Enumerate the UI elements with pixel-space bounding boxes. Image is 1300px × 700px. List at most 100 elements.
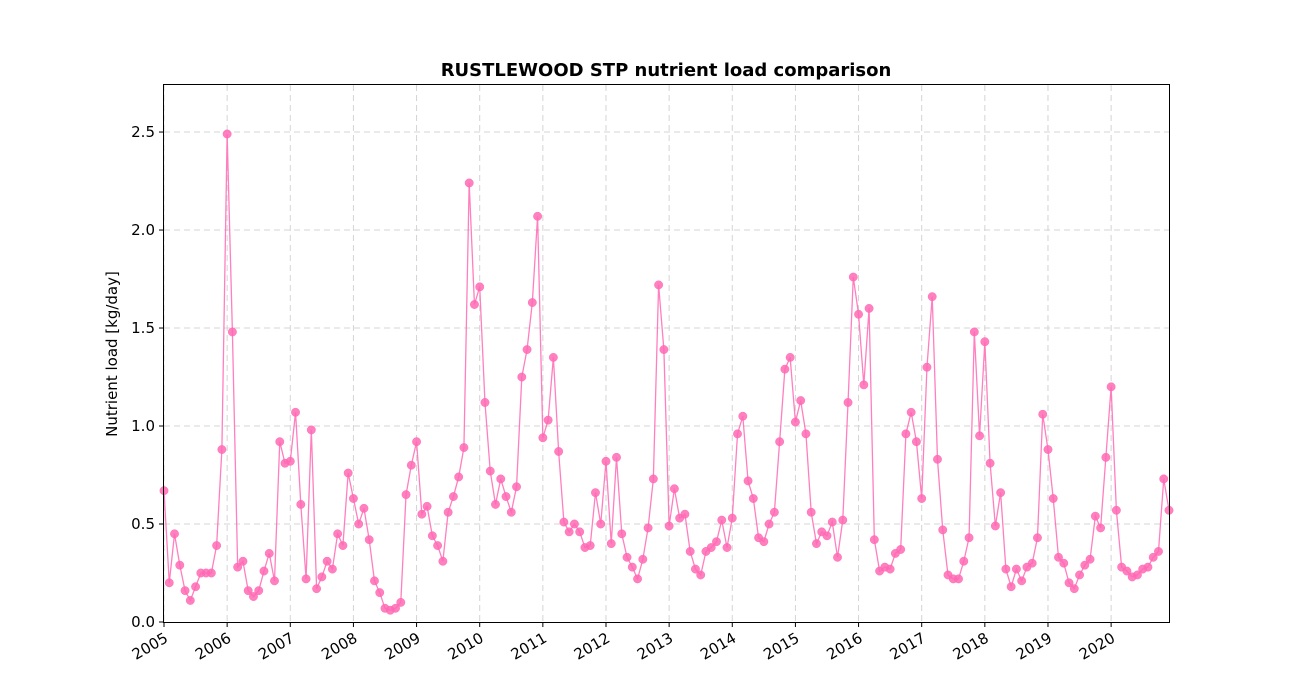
data-point [1001,564,1011,574]
data-point [906,407,916,417]
data-point [296,499,306,509]
data-point [1006,582,1016,592]
data-point [690,564,700,574]
data-point [812,539,821,549]
y-tick-label: 1.5 [131,319,155,337]
data-point [417,509,427,519]
x-tick-label: 2010 [445,629,487,664]
data-point [1075,570,1085,580]
data-point [643,523,653,533]
data-point [785,352,795,362]
data-point [364,535,374,545]
data-point [633,574,643,584]
data-point [696,570,706,580]
data-point [985,458,995,468]
data-point [212,541,222,551]
x-tick-label: 2009 [381,629,423,664]
data-point [996,488,1006,498]
chart-title: RUSTLEWOOD STP nutrient load comparison [441,60,892,81]
data-point [459,443,469,453]
data-point [185,595,195,605]
data-point [854,309,863,319]
data-point [606,539,616,549]
data-point [554,447,564,456]
data-point [1148,552,1158,562]
data-point [448,492,458,502]
data-point [727,513,737,523]
y-tick-label: 2.5 [131,123,155,141]
data-point [322,556,332,566]
data-point [285,456,295,466]
data-point [180,586,190,596]
series-layer [159,129,1174,615]
data-point [354,519,364,529]
data-point [301,574,311,584]
data-point [254,586,264,596]
data-point [491,499,500,509]
data-point [501,492,511,502]
data-point [327,564,337,574]
data-point [585,541,595,551]
x-tick-label: 2007 [255,629,297,664]
data-point [659,345,669,355]
x-tick-label: 2016 [823,629,865,664]
data-point [1132,570,1142,580]
data-point [843,398,853,407]
data-point [859,380,869,390]
data-point [1096,523,1106,533]
data-point [1101,452,1111,462]
x-tick-label: 2013 [634,629,676,664]
data-point [990,521,1000,531]
data-point [669,484,679,494]
data-point [206,568,216,578]
data-point [685,547,695,556]
data-point [1054,552,1063,562]
data-point [427,531,437,541]
data-point [575,527,585,537]
data-point [496,474,506,484]
data-point [396,597,406,607]
data-point [480,398,490,407]
data-point [238,556,248,566]
data-point [1011,564,1021,574]
x-tick-label: 2020 [1076,629,1118,664]
data-point [717,515,727,525]
data-point [1027,558,1037,568]
data-point [596,519,606,529]
data-point [933,454,942,464]
x-tick-label: 2014 [697,629,739,664]
data-point [869,535,879,545]
data-point [775,437,785,447]
data-point [896,545,906,554]
data-point [664,521,674,531]
data-point [422,501,432,511]
data-point [406,460,416,470]
data-point [454,472,464,482]
data-point [375,588,385,598]
data-point [333,529,343,539]
data-point [975,431,985,441]
data-point [769,507,779,517]
data-point [901,429,911,439]
data-point [370,576,379,586]
data-point [627,562,637,572]
data-point [938,525,948,535]
data-point [475,282,485,292]
data-point [222,129,232,139]
data-point [338,541,348,551]
data-point [680,509,690,519]
x-tick-label: 2006 [192,629,234,664]
data-point [359,503,369,513]
x-tick-label: 2008 [318,629,360,664]
data-point [517,372,527,382]
data-point [927,292,937,302]
data-point [1111,505,1121,515]
data-point [612,452,621,462]
data-point [438,556,448,566]
data-point [922,362,932,372]
data-point [759,537,769,547]
data-point [270,576,279,586]
data-point [743,476,753,486]
data-point [164,578,174,588]
data-point [564,527,574,537]
